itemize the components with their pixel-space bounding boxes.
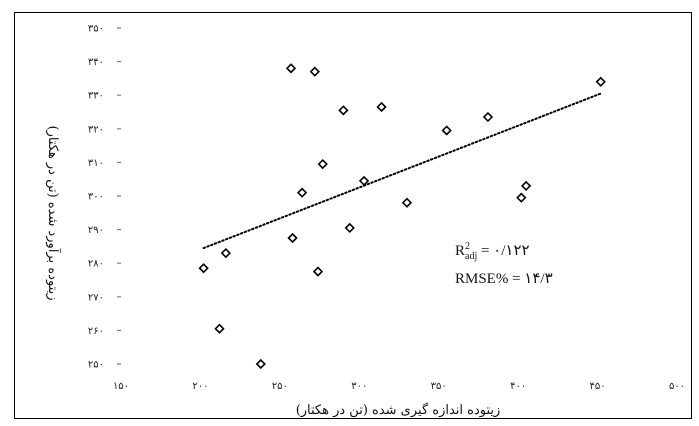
- data-point: [312, 266, 324, 277]
- data-point: [317, 158, 328, 170]
- data-point: [401, 197, 413, 208]
- y-tick-label: ۲۶۰: [88, 326, 104, 337]
- y-tick-label: ۳۰۰: [88, 192, 104, 203]
- data-point: [296, 187, 308, 198]
- data-point: [516, 192, 527, 203]
- x-tick-label: ۵۰۰: [669, 381, 685, 392]
- chart-frame: [14, 12, 692, 419]
- data-points: [198, 63, 606, 370]
- data-point: [309, 66, 320, 77]
- y-tick-label: ۳۴۰: [88, 57, 104, 68]
- y-tick-label: ۲۷۰: [88, 292, 104, 303]
- data-point: [198, 263, 209, 274]
- data-point: [287, 232, 298, 244]
- y-axis-ticks: ۲۵۰ ۲۶۰ ۲۷۰ ۲۸۰ ۲۹۰ ۳۰۰ ۳۱۰ ۳۲۰ ۳۳۰ ۳۴۰ ۳۵۰: [88, 24, 121, 371]
- trendline: [202, 92, 602, 250]
- data-point: [220, 247, 231, 259]
- y-tick-label: ۲۸۰: [88, 259, 104, 270]
- y-axis-title: زیتوده برآورد شده (تن در هکتار): [45, 126, 62, 301]
- data-point: [441, 125, 452, 136]
- x-axis-title: زیتوده اندازه گیری شده (تن در هکتار): [296, 402, 501, 418]
- x-tick-label: ۴۵۰: [590, 381, 606, 392]
- data-point: [376, 101, 387, 113]
- rmse-annotation: RMSE% = ۱۴/۳: [455, 271, 553, 287]
- data-point: [338, 105, 349, 116]
- y-tick-label: ۳۳۰: [88, 91, 104, 102]
- data-point: [214, 323, 225, 334]
- data-point: [482, 111, 494, 123]
- x-tick-label: ۲۵۰: [272, 381, 288, 392]
- data-point: [285, 63, 297, 74]
- r2-annotation: R2 adj = ۰/۱۲۲: [455, 241, 530, 262]
- x-tick-label: ۲۰۰: [192, 381, 208, 392]
- y-tick-label: ۲۵۰: [88, 360, 104, 371]
- x-tick-label: ۳۵۰: [431, 381, 447, 392]
- data-point: [255, 358, 266, 370]
- x-axis-ticks: ۱۵۰ ۲۰۰ ۲۵۰ ۳۰۰ ۳۵۰ ۴۰۰ ۴۵۰ ۵۰۰: [113, 381, 685, 392]
- data-point: [344, 222, 355, 234]
- y-tick-label: ۲۹۰: [88, 225, 104, 236]
- data-point: [595, 76, 606, 87]
- x-tick-label: ۱۵۰: [113, 381, 129, 392]
- y-tick-label: ۳۱۰: [88, 158, 104, 169]
- data-point: [520, 180, 532, 192]
- y-tick-label: ۳۵۰: [88, 24, 104, 35]
- y-tick-label: ۳۲۰: [88, 124, 104, 135]
- data-point: [358, 175, 370, 187]
- x-tick-label: ۴۰۰: [510, 381, 526, 392]
- x-tick-label: ۳۰۰: [351, 381, 367, 392]
